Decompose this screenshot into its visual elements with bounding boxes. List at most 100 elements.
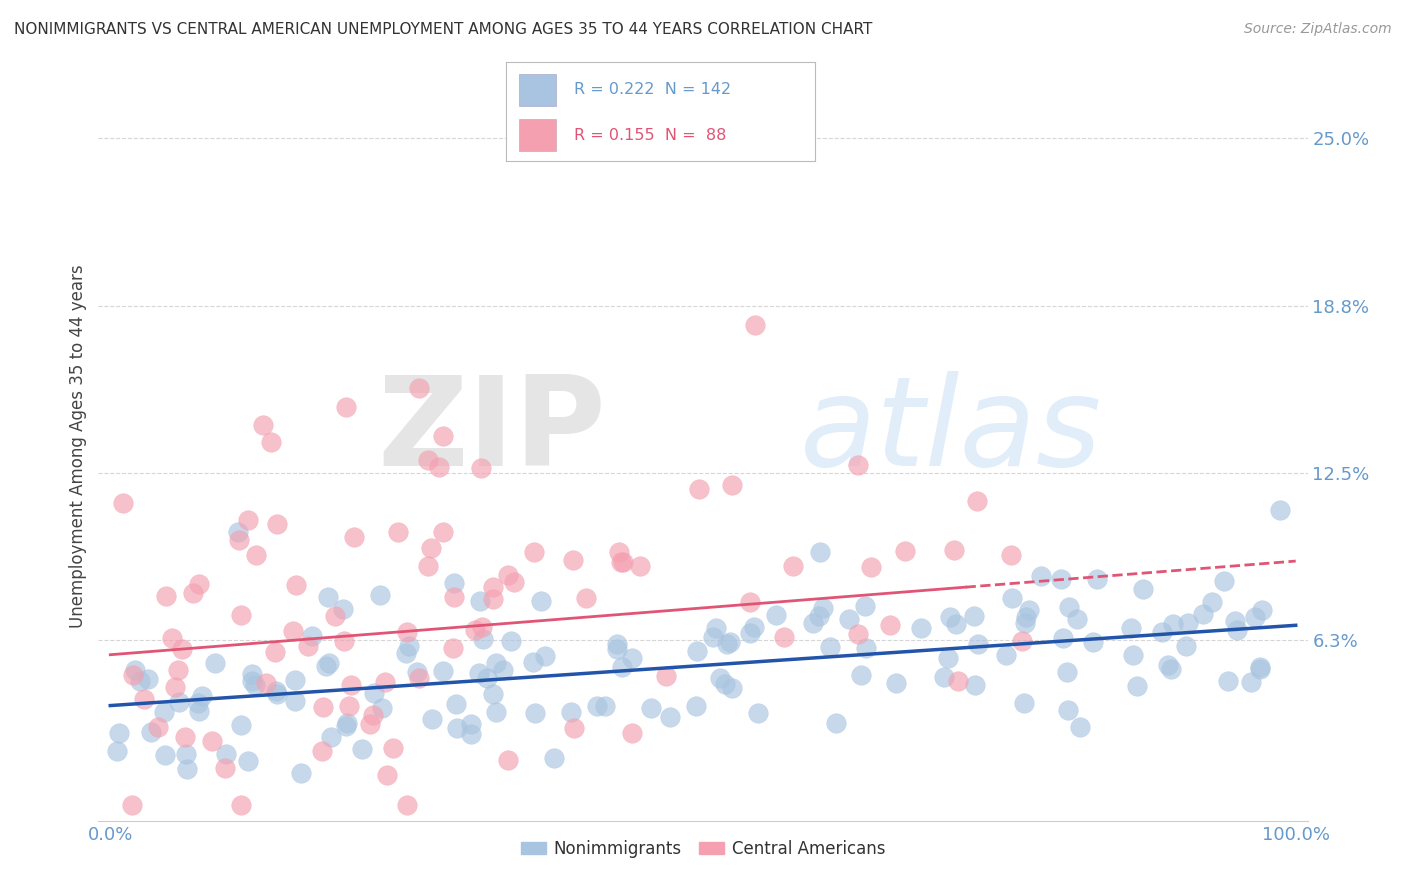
Point bbox=[1069, 720, 1091, 734]
Point bbox=[105, 744, 128, 758]
Point bbox=[427, 460, 450, 475]
Point bbox=[361, 707, 384, 722]
Point bbox=[468, 593, 491, 607]
Point bbox=[685, 699, 707, 714]
Point bbox=[765, 608, 787, 623]
Point bbox=[1157, 657, 1180, 672]
Point bbox=[688, 483, 710, 497]
Point bbox=[522, 656, 544, 670]
Point bbox=[1150, 624, 1173, 639]
Point bbox=[721, 681, 744, 695]
Point bbox=[967, 637, 990, 651]
Point bbox=[301, 629, 323, 643]
Point bbox=[499, 634, 522, 648]
Point bbox=[343, 530, 366, 544]
Point bbox=[853, 599, 876, 613]
Point bbox=[1226, 624, 1249, 638]
Point bbox=[1240, 675, 1263, 690]
Point bbox=[176, 762, 198, 776]
Point bbox=[782, 559, 804, 574]
Point bbox=[181, 585, 204, 599]
Point bbox=[315, 658, 337, 673]
Point bbox=[432, 429, 454, 443]
Point bbox=[215, 747, 238, 762]
Point bbox=[1000, 549, 1022, 563]
Point bbox=[124, 663, 146, 677]
Point bbox=[284, 577, 307, 591]
Point bbox=[936, 651, 959, 665]
Point bbox=[146, 720, 169, 734]
Point bbox=[190, 689, 212, 703]
Point bbox=[1201, 594, 1223, 608]
Point bbox=[321, 730, 343, 744]
Point bbox=[966, 493, 988, 508]
Point bbox=[363, 686, 385, 700]
Point bbox=[153, 706, 176, 720]
Point bbox=[1161, 617, 1184, 632]
Point bbox=[311, 744, 333, 758]
Point bbox=[471, 620, 494, 634]
Point bbox=[470, 461, 492, 475]
Point bbox=[621, 650, 644, 665]
Point bbox=[709, 671, 731, 685]
Point bbox=[1213, 574, 1236, 588]
Point bbox=[1249, 659, 1271, 673]
Point bbox=[808, 609, 831, 624]
Point bbox=[336, 716, 359, 731]
Point bbox=[284, 673, 307, 687]
Point bbox=[606, 637, 628, 651]
Point bbox=[610, 556, 633, 570]
Text: Source: ZipAtlas.com: Source: ZipAtlas.com bbox=[1244, 22, 1392, 37]
Point bbox=[112, 496, 135, 510]
FancyBboxPatch shape bbox=[519, 120, 555, 151]
Point bbox=[266, 687, 288, 701]
Point bbox=[468, 666, 491, 681]
Point bbox=[498, 753, 520, 767]
Point bbox=[714, 677, 737, 691]
Point bbox=[260, 435, 283, 450]
Point bbox=[859, 560, 882, 574]
Point bbox=[742, 619, 765, 633]
Point bbox=[612, 659, 634, 673]
Legend: Nonimmigrants, Central Americans: Nonimmigrants, Central Americans bbox=[513, 833, 893, 864]
Text: NONIMMIGRANTS VS CENTRAL AMERICAN UNEMPLOYMENT AMONG AGES 35 TO 44 YEARS CORRELA: NONIMMIGRANTS VS CENTRAL AMERICAN UNEMPL… bbox=[14, 22, 873, 37]
Point bbox=[339, 677, 361, 691]
Point bbox=[620, 726, 643, 740]
Point bbox=[561, 553, 583, 567]
Point bbox=[1270, 503, 1292, 517]
Point bbox=[416, 452, 439, 467]
Point bbox=[612, 555, 634, 569]
Point bbox=[395, 797, 418, 812]
Point bbox=[406, 665, 429, 680]
Point bbox=[174, 747, 197, 761]
Point bbox=[464, 624, 486, 638]
Point bbox=[1122, 648, 1144, 663]
Point bbox=[543, 750, 565, 764]
Point bbox=[167, 695, 190, 709]
Point bbox=[226, 524, 249, 539]
Point bbox=[136, 672, 159, 686]
Point bbox=[432, 525, 454, 540]
Point bbox=[228, 533, 250, 548]
Point bbox=[994, 648, 1017, 662]
Point bbox=[1216, 674, 1239, 689]
Point bbox=[419, 541, 441, 555]
Point bbox=[129, 674, 152, 689]
Point bbox=[1050, 572, 1073, 586]
Point bbox=[443, 576, 465, 591]
FancyBboxPatch shape bbox=[519, 74, 555, 105]
Point bbox=[201, 734, 224, 748]
Point bbox=[408, 671, 430, 685]
Point bbox=[894, 544, 917, 558]
Point bbox=[387, 525, 409, 540]
Point bbox=[948, 673, 970, 688]
Point bbox=[910, 621, 932, 635]
Text: R = 0.155  N =  88: R = 0.155 N = 88 bbox=[574, 128, 727, 143]
Point bbox=[1085, 572, 1108, 586]
Point bbox=[374, 675, 396, 690]
Point bbox=[738, 595, 761, 609]
Point bbox=[318, 656, 340, 670]
Point bbox=[281, 624, 304, 638]
Point bbox=[332, 634, 354, 648]
Point bbox=[312, 700, 335, 714]
